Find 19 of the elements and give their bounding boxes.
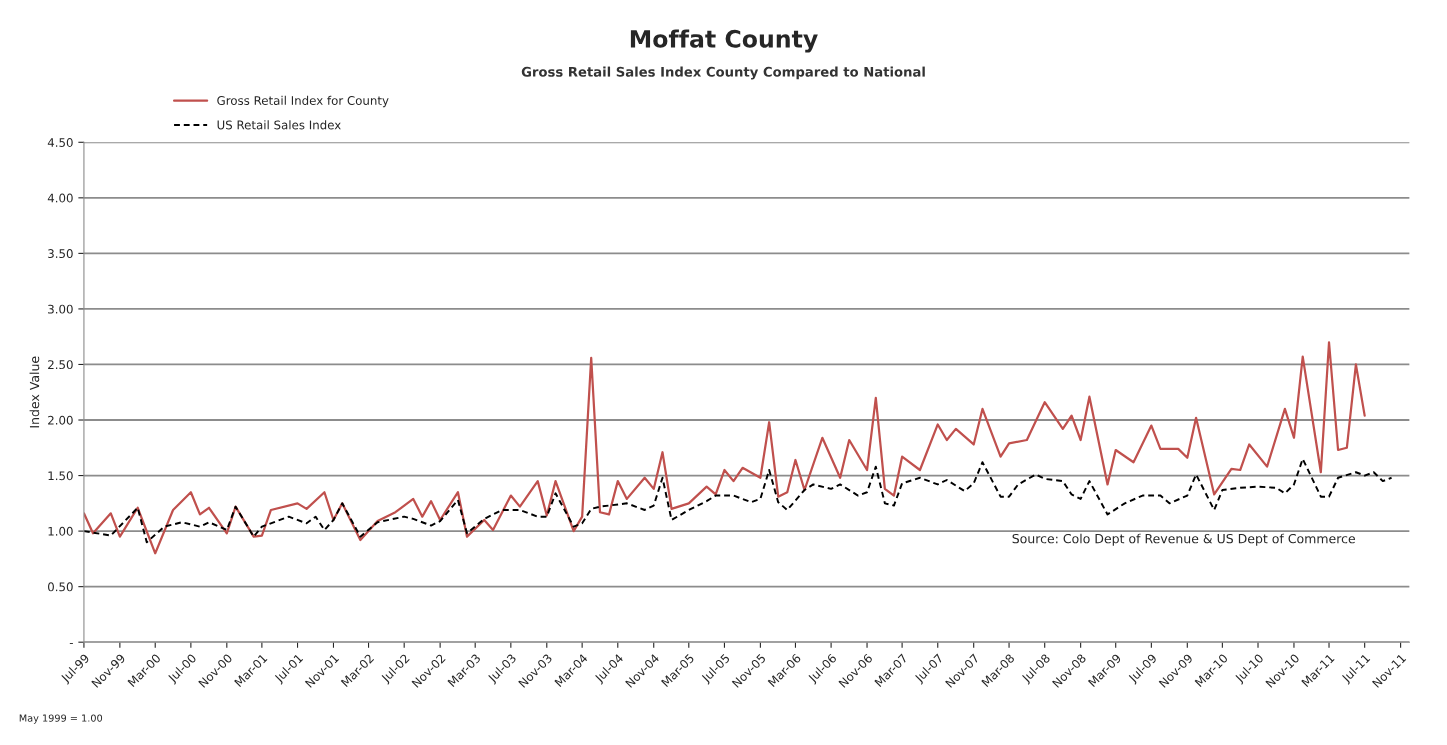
y-tick-label: 1.50 <box>48 471 73 481</box>
line-series <box>83 341 1366 555</box>
chart-subtitle: Gross Retail Sales Index County Compared to National <box>521 66 925 80</box>
annotation: Source: Colo Dept of Revenue & US Dept of Commerce <box>1012 533 1355 546</box>
text: May 1999 = 1.00 <box>19 714 103 724</box>
line-series <box>83 457 1393 544</box>
y-tick-label: 2.50 <box>48 360 73 370</box>
y-tick-label: 2.00 <box>48 415 73 425</box>
y-tick-label: 4.50 <box>47 138 73 147</box>
y-tick-label: - <box>69 642 73 644</box>
y-tick-label: 3.50 <box>48 249 73 259</box>
y-tick-label: 3.00 <box>48 304 73 314</box>
y-tick-label: 1.00 <box>48 526 73 536</box>
legend-label: Gross Retail Index for County <box>217 95 389 108</box>
y-tick-label: 4.00 <box>47 193 73 203</box>
chart-title: Moffat County <box>630 29 818 53</box>
legend-label: US Retail Sales Index <box>217 120 341 130</box>
y-tick-label: 0.50 <box>48 582 73 592</box>
y-axis-title: Index Value <box>29 356 40 428</box>
